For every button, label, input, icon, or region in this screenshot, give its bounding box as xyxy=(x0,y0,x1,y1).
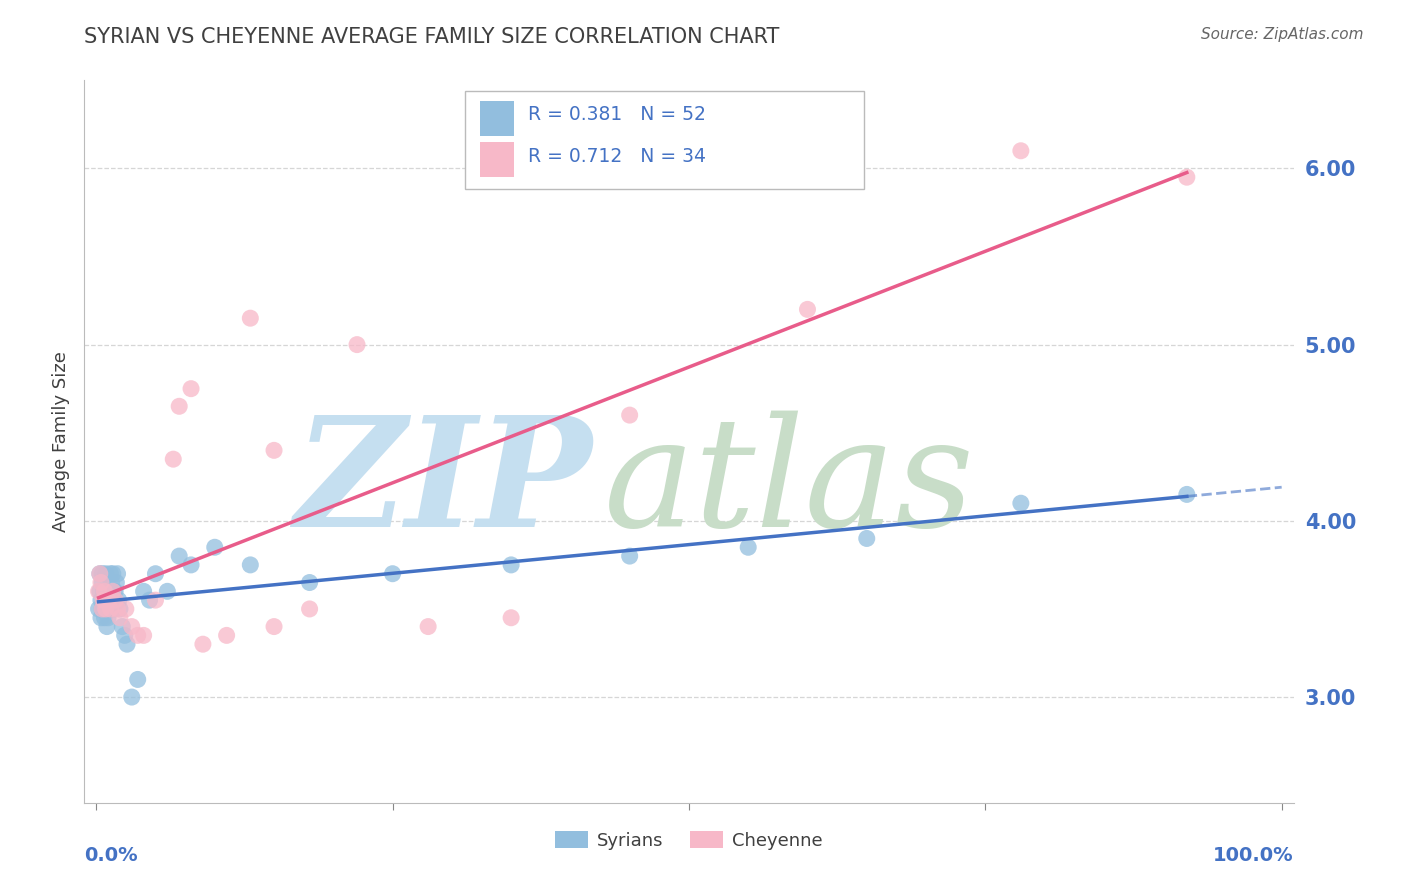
Point xyxy=(127,628,149,642)
Point xyxy=(100,602,122,616)
Point xyxy=(167,549,190,563)
Point xyxy=(93,611,115,625)
Point xyxy=(90,575,112,590)
Point xyxy=(239,311,262,326)
Point xyxy=(96,602,118,616)
Text: R = 0.381   N = 52: R = 0.381 N = 52 xyxy=(529,105,706,125)
Point xyxy=(737,541,759,555)
Point xyxy=(162,452,184,467)
Text: 100.0%: 100.0% xyxy=(1213,847,1294,865)
Point xyxy=(501,558,523,572)
Point xyxy=(90,611,112,625)
Point xyxy=(107,566,129,581)
Point xyxy=(91,584,114,599)
Point xyxy=(180,558,202,572)
Point xyxy=(127,673,149,687)
Point xyxy=(138,593,160,607)
Point xyxy=(98,602,121,616)
Point xyxy=(97,593,120,607)
Point xyxy=(167,399,190,413)
Point xyxy=(89,584,111,599)
Point xyxy=(90,593,112,607)
Point xyxy=(91,593,114,607)
Point xyxy=(108,611,131,625)
Point xyxy=(91,602,114,616)
Point xyxy=(100,584,122,599)
Point xyxy=(100,566,122,581)
Point xyxy=(132,628,155,642)
Point xyxy=(1175,170,1198,185)
Point xyxy=(115,602,138,616)
Bar xyxy=(479,101,513,136)
Point xyxy=(215,628,238,642)
Point xyxy=(132,584,155,599)
Point xyxy=(91,575,114,590)
Point xyxy=(107,593,129,607)
Point xyxy=(121,690,143,704)
Point xyxy=(346,337,368,351)
Point xyxy=(103,602,125,616)
Point xyxy=(87,584,110,599)
Text: ZIP: ZIP xyxy=(294,410,592,559)
Point xyxy=(97,611,120,625)
Point xyxy=(96,619,118,633)
Point xyxy=(619,408,641,422)
Point xyxy=(381,566,404,581)
Point xyxy=(89,566,111,581)
Text: 0.0%: 0.0% xyxy=(84,847,138,865)
Point xyxy=(104,593,127,607)
Point xyxy=(263,443,285,458)
Text: SYRIAN VS CHEYENNE AVERAGE FAMILY SIZE CORRELATION CHART: SYRIAN VS CHEYENNE AVERAGE FAMILY SIZE C… xyxy=(84,27,780,46)
Bar xyxy=(479,143,513,178)
Point xyxy=(101,566,124,581)
Point xyxy=(239,558,262,572)
Point xyxy=(191,637,214,651)
Text: Source: ZipAtlas.com: Source: ZipAtlas.com xyxy=(1201,27,1364,42)
Point xyxy=(855,532,877,546)
Point xyxy=(97,593,120,607)
Point xyxy=(121,619,143,633)
Point xyxy=(619,549,641,563)
Point xyxy=(107,602,129,616)
Point xyxy=(298,575,321,590)
Point xyxy=(87,602,110,616)
Point xyxy=(94,602,117,616)
Point xyxy=(108,602,131,616)
Point xyxy=(105,575,128,590)
Point xyxy=(114,628,136,642)
Point xyxy=(145,593,167,607)
Point xyxy=(89,566,111,581)
Point xyxy=(145,566,167,581)
Point xyxy=(1010,496,1032,510)
Point xyxy=(1010,144,1032,158)
Point xyxy=(100,593,122,607)
Point xyxy=(263,619,285,633)
Point xyxy=(418,619,440,633)
Point xyxy=(94,566,117,581)
Point xyxy=(100,575,122,590)
Point xyxy=(156,584,179,599)
Point xyxy=(111,619,134,633)
Point xyxy=(93,584,115,599)
Point xyxy=(91,566,114,581)
Point xyxy=(104,584,127,599)
Legend: Syrians, Cheyenne: Syrians, Cheyenne xyxy=(550,826,828,855)
Text: atlas: atlas xyxy=(605,410,976,559)
Point xyxy=(204,541,226,555)
Point xyxy=(501,611,523,625)
Point xyxy=(1175,487,1198,501)
Point xyxy=(796,302,818,317)
Point xyxy=(115,637,138,651)
Point xyxy=(101,584,124,599)
Point xyxy=(103,584,125,599)
Point xyxy=(298,602,321,616)
Point xyxy=(180,382,202,396)
Point xyxy=(91,602,114,616)
Y-axis label: Average Family Size: Average Family Size xyxy=(52,351,70,532)
FancyBboxPatch shape xyxy=(465,91,865,189)
Point xyxy=(91,602,114,616)
Text: R = 0.712   N = 34: R = 0.712 N = 34 xyxy=(529,146,706,166)
Point xyxy=(93,593,115,607)
Point xyxy=(94,584,117,599)
